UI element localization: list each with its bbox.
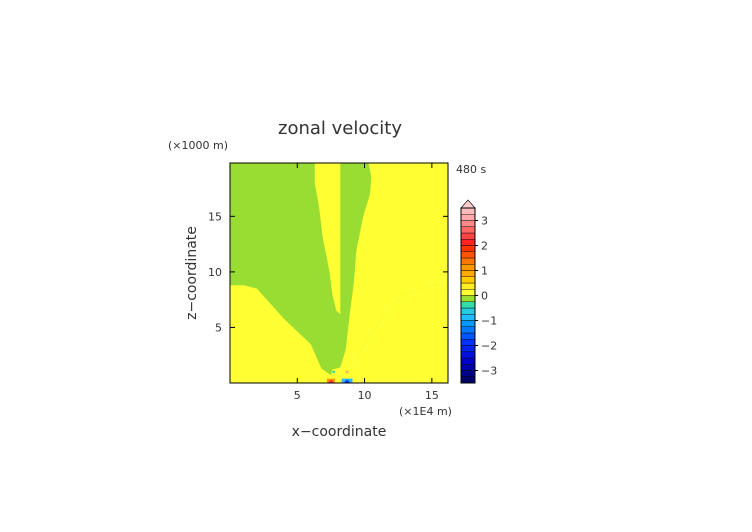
colorbar-band <box>460 351 476 359</box>
contour-region-0 <box>230 284 448 383</box>
plot-frame <box>229 162 449 384</box>
colorbar-band <box>460 276 476 284</box>
y-axis-label: z−coordinate <box>184 226 200 320</box>
contour-region-7 <box>332 370 335 373</box>
colorbar: −3 −2 −1 0 1 2 3 <box>460 199 497 384</box>
y-unit-label: (×1000 m) <box>168 139 228 152</box>
colorbar-band <box>460 282 476 290</box>
colorbar-band <box>460 314 476 321</box>
contour-region-6 <box>344 380 350 383</box>
colorbar-band <box>460 320 476 327</box>
colorbar-band <box>460 257 476 265</box>
colorbar-band <box>460 376 476 384</box>
colorbar-band <box>460 332 476 340</box>
colorbar-band <box>460 239 476 246</box>
plot-area: 5 10 15 5 10 15 <box>208 162 449 402</box>
time-label: 480 s <box>456 163 486 176</box>
colorbar-band <box>460 364 476 371</box>
x-axis-label: x−coordinate <box>292 424 387 440</box>
colorbar-band <box>460 220 476 227</box>
colorbar-band <box>460 301 476 309</box>
colorbar-tick-label: 3 <box>481 215 488 228</box>
x-unit-label: (×1E4 m) <box>399 405 452 418</box>
colorbar-band <box>460 295 476 302</box>
colorbar-band <box>460 326 476 334</box>
x-tick-label: 15 <box>425 389 439 402</box>
x-tick-label: 10 <box>358 389 372 402</box>
x-tick-label: 5 <box>294 389 301 402</box>
y-tick-label: 15 <box>208 210 222 223</box>
colorbar-tick-label: −3 <box>481 365 497 378</box>
y-tick-label: 5 <box>215 321 222 334</box>
colorbar-band <box>460 345 476 352</box>
colorbar-band <box>460 307 476 315</box>
contour-region-4 <box>328 380 334 383</box>
colorbar-band <box>460 226 476 234</box>
colorbar-band <box>460 207 476 215</box>
contour-region-1 <box>314 163 341 315</box>
colorbar-band <box>460 264 476 271</box>
colorbar-band <box>460 251 476 259</box>
y-tick-label: 10 <box>208 266 222 279</box>
contour-region-8 <box>345 370 349 373</box>
colorbar-tick-label: 1 <box>481 265 488 278</box>
colorbar-tick-label: −2 <box>481 340 497 353</box>
colorbar-band <box>460 370 476 377</box>
colorbar-tick-label: 2 <box>481 240 488 253</box>
colorbar-band <box>460 357 476 365</box>
colorbar-extend-max <box>460 199 476 209</box>
contour-region-2 <box>330 163 448 376</box>
colorbar-band <box>460 214 476 221</box>
colorbar-band <box>460 339 476 346</box>
chart-title: zonal velocity <box>278 118 402 139</box>
colorbar-band <box>460 270 476 277</box>
colorbar-band <box>460 232 476 240</box>
colorbar-band <box>460 289 476 296</box>
colorbar-tick-label: 0 <box>481 290 488 303</box>
colorbar-band <box>460 245 476 252</box>
colorbar-tick-label: −1 <box>481 315 497 328</box>
